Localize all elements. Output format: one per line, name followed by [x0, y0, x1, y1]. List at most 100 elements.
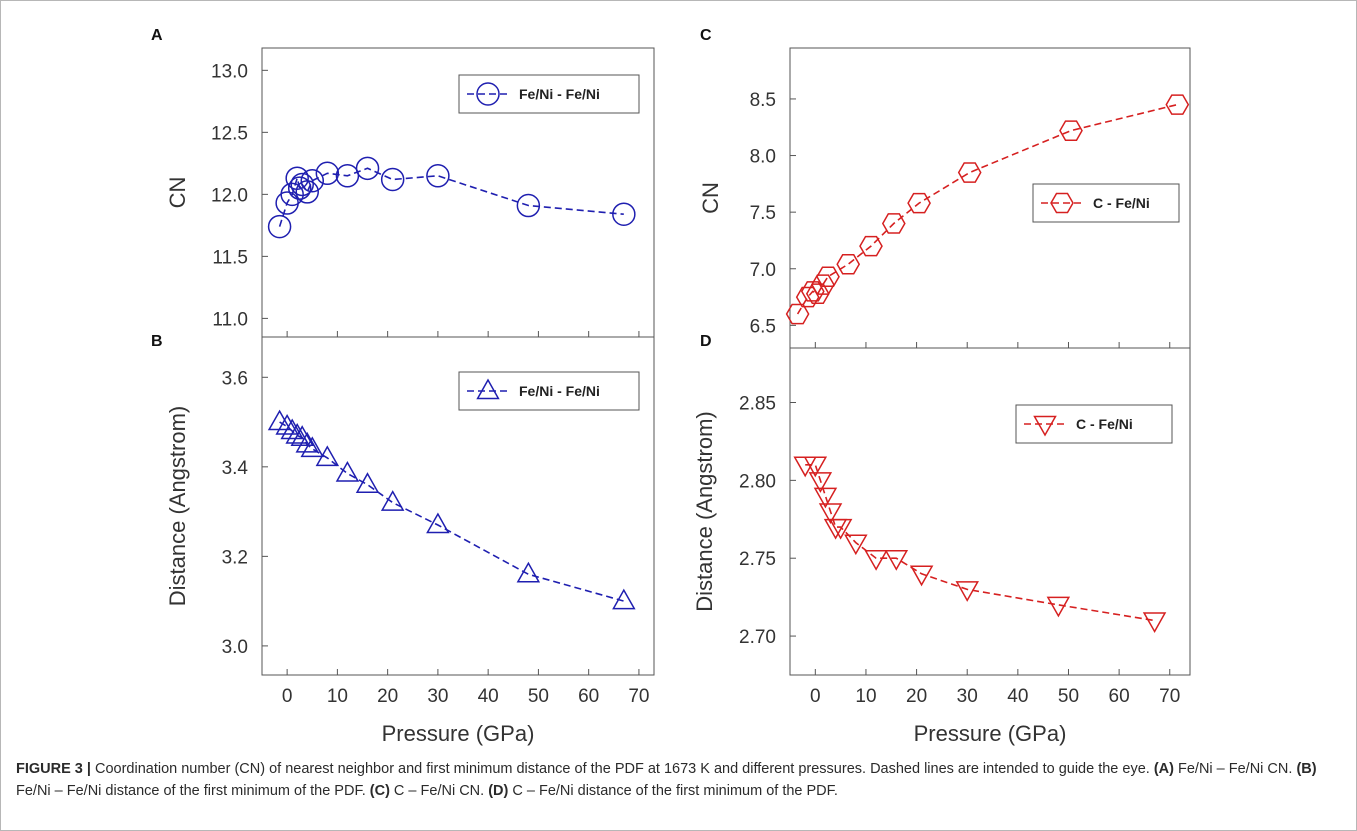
data-point [844, 534, 868, 556]
caption-segment: C – Fe/Ni CN. [389, 783, 489, 799]
y-tick-label: 2.80 [739, 471, 776, 492]
series-line [796, 103, 1178, 315]
y-tick-label: 6.5 [750, 316, 776, 337]
panel-B: B 3.0 3.2 3.4 3.6 0 10 20 30 40 50 60 70 Pressure (GP… [151, 333, 655, 746]
plot-area-B [261, 336, 655, 676]
x-tick-label: 40 [478, 686, 499, 707]
y-axis-title: Distance (Angstrom) [165, 406, 190, 607]
x-tick-label: 40 [1007, 686, 1028, 707]
data-point [836, 253, 861, 275]
x-tick-label: 50 [1058, 686, 1079, 707]
figure-caption: FIGURE 3 | Coordination number (CN) of n… [16, 758, 1344, 802]
y-tick-label: 2.75 [739, 549, 776, 570]
y-tick-label: 12.5 [211, 123, 248, 144]
x-tick-label: 10 [327, 686, 348, 707]
x-tick-label: 20 [377, 686, 398, 707]
data-point [907, 192, 931, 214]
y-tick-label: 8.0 [750, 147, 776, 168]
y-axis-title: CN [165, 177, 190, 209]
legend-label: C - Fe/Ni [1093, 195, 1150, 211]
y-tick-label: 2.85 [739, 394, 776, 415]
panel-letter: D [700, 333, 712, 350]
y-tick-label: 2.70 [739, 627, 776, 648]
x-tick-label: 30 [957, 686, 978, 707]
y-tick-label: 7.5 [750, 203, 776, 224]
x-tick-label: 50 [528, 686, 549, 707]
data-point [1142, 612, 1167, 634]
y-tick-label: 3.6 [222, 368, 248, 389]
caption-segment: (D) [488, 783, 509, 799]
y-tick-label: 12.0 [211, 185, 248, 206]
series-line [278, 167, 624, 227]
data-point [315, 161, 340, 186]
panel-letter: B [151, 333, 163, 350]
legend: C - Fe/Ni [1015, 404, 1173, 444]
data-point [295, 180, 319, 204]
caption-segment: Fe/Ni – Fe/Ni distance of the first mini… [16, 783, 370, 799]
data-point [816, 266, 840, 287]
data-point [295, 431, 319, 453]
data-point [811, 274, 835, 295]
data-point [612, 588, 636, 610]
y-tick-label: 3.4 [222, 458, 249, 479]
panel-letter: C [700, 27, 712, 44]
data-point [267, 214, 292, 239]
data-point [315, 445, 340, 467]
caption-segment: (C) [369, 783, 390, 799]
data-point [828, 518, 853, 540]
legend-marker [476, 82, 500, 106]
caption-segment: Fe/Ni – Fe/Ni CN. [1173, 761, 1297, 777]
x-tick-label: 70 [1159, 686, 1180, 707]
plot-area-D [789, 347, 1191, 676]
legend-marker [1033, 415, 1057, 437]
legend-marker [1050, 192, 1074, 214]
caption-segment: C – Fe/Ni distance of the first minimum … [508, 783, 838, 799]
x-tick-label: 0 [810, 686, 821, 707]
panel-D: D 2.70 2.75 2.80 2.85 0 10 20 30 40 50 60 70 Pressure… [692, 333, 1191, 746]
data-point [864, 549, 888, 571]
data-point [290, 172, 314, 197]
data-point [800, 281, 825, 302]
y-tick-label: 3.0 [222, 637, 248, 658]
legend-label: Fe/Ni - Fe/Ni [519, 86, 600, 102]
caption-label: FIGURE 3 | [16, 761, 91, 777]
caption-segment: (B) [1296, 761, 1317, 777]
data-point [426, 512, 450, 534]
x-axis-title: Pressure (GPa) [382, 721, 535, 746]
legend-marker [476, 378, 500, 400]
legend: Fe/Ni - Fe/Ni [458, 74, 640, 114]
data-point [881, 213, 906, 234]
data-point [1165, 94, 1190, 115]
data-point [290, 425, 314, 446]
series-line [805, 463, 1155, 622]
caption-body: Coordination number (CN) of nearest neig… [16, 761, 1317, 799]
panel-A: A 11.0 11.5 12.0 12.5 13.0 CN Fe/Ni - Fe/Ni [151, 27, 655, 338]
data-point [957, 162, 982, 183]
y-axis-title: CN [698, 182, 723, 214]
data-point [280, 182, 304, 207]
y-tick-label: 11.5 [212, 247, 248, 268]
data-point [355, 156, 380, 181]
x-tick-label: 20 [906, 686, 927, 707]
x-tick-label: 60 [1109, 686, 1130, 707]
data-point [813, 487, 838, 509]
data-point [355, 472, 380, 493]
data-point [426, 164, 450, 188]
data-point [516, 561, 541, 583]
data-point [275, 413, 299, 435]
data-point [805, 283, 830, 304]
data-point [280, 418, 304, 440]
data-point [335, 164, 360, 188]
data-point [808, 472, 833, 493]
series-line [279, 421, 625, 602]
legend-label: C - Fe/Ni [1076, 416, 1133, 432]
data-point [612, 202, 636, 226]
data-point [380, 167, 405, 192]
x-tick-label: 0 [282, 686, 293, 707]
data-point [1059, 120, 1083, 141]
x-tick-label: 60 [578, 686, 599, 707]
panel-C: C 6.5 7.0 7.5 8.0 8.5 CN C - Fe/Ni [698, 27, 1191, 349]
data-point [300, 436, 324, 458]
panel-letter: A [151, 27, 163, 44]
